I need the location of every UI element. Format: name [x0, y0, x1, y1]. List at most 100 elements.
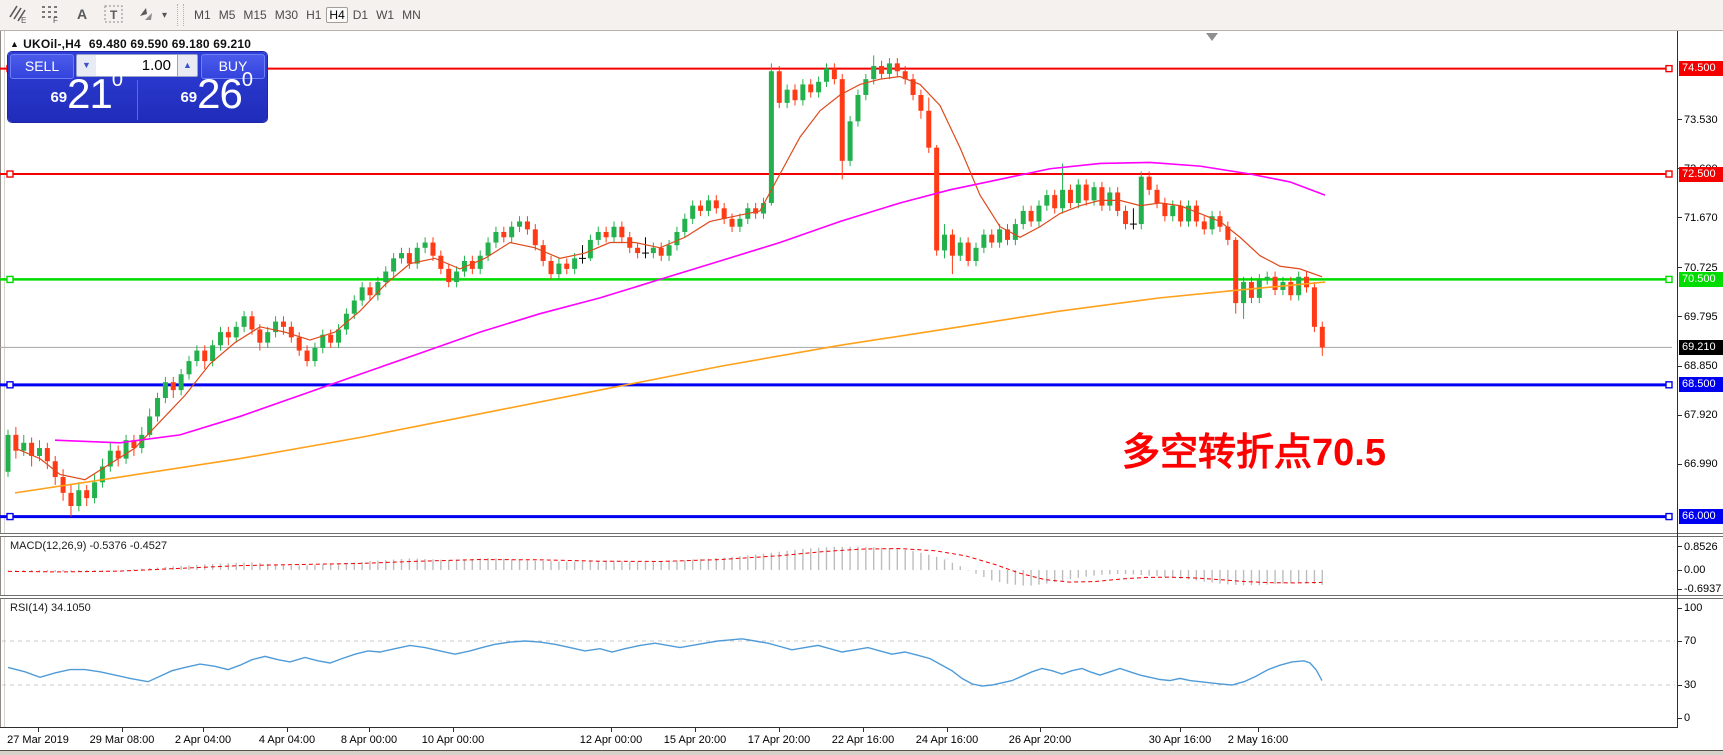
ma-mid-magenta	[54, 161, 1326, 444]
svg-text:T: T	[110, 8, 118, 22]
grid-f-icon[interactable]: F	[36, 2, 64, 26]
text-label-icon[interactable]: A	[68, 2, 96, 26]
volume-input[interactable]: 1.00	[96, 54, 177, 77]
date-tick-mark	[369, 728, 370, 732]
date-tick-mark	[779, 728, 780, 732]
price-badge: 66.000	[1679, 509, 1723, 525]
date-label: 4 Apr 04:00	[258, 734, 316, 746]
macd-label: MACD(12,26,9) -0.5376 -0.4527	[10, 540, 168, 552]
axis-tick-mark	[1677, 607, 1682, 609]
rsi-line	[7, 638, 1323, 687]
scroll-to-end-marker[interactable]	[1206, 33, 1218, 41]
buy-price-major: 69	[180, 89, 198, 106]
date-axis-border	[0, 727, 1678, 728]
window-left-frame	[0, 31, 1, 755]
rsi-axis-label: 0	[1684, 712, 1691, 724]
date-tick-mark	[287, 728, 288, 732]
date-label: 2 Apr 04:00	[174, 734, 232, 746]
date-axis[interactable]: 27 Mar 2019 29 Mar 08:00 2 Apr 04:00 4 Apr …	[0, 727, 1723, 750]
sell-price-pips: 21	[67, 70, 113, 117]
date-label: 17 Apr 20:00	[747, 734, 811, 746]
buy-price-area[interactable]: 69260	[138, 69, 267, 122]
timeframe-button-M15[interactable]: M15	[243, 8, 267, 22]
date-label: 29 Mar 08:00	[89, 734, 155, 746]
timeframe-button-D1[interactable]: D1	[352, 8, 369, 22]
date-label: 22 Apr 16:00	[831, 734, 895, 746]
pane-splitter-rsi[interactable]	[0, 595, 1723, 599]
title-ohlc-values: 69.480 69.590 69.180 69.210	[88, 37, 252, 51]
buy-price-pips: 26	[197, 70, 243, 117]
price-tick-label: 73.530	[1684, 113, 1718, 126]
rsi-pane	[2, 638, 1675, 687]
window-left-frame-inner	[4, 31, 5, 727]
date-label: 10 Apr 00:00	[421, 734, 485, 746]
date-tick-mark	[122, 728, 123, 732]
macd-signal-line	[7, 548, 1323, 584]
sell-price-area[interactable]: 69210	[8, 69, 137, 122]
svg-text:A: A	[77, 6, 87, 22]
timeframe-button-H4[interactable]: H4	[326, 7, 348, 23]
date-tick-mark	[611, 728, 612, 732]
timeframe-button-M1[interactable]: M1	[194, 8, 211, 22]
timeframe-button-M5[interactable]: M5	[218, 8, 236, 22]
toolbar-separator	[177, 4, 185, 26]
macd-pane	[7, 546, 1323, 586]
sell-button[interactable]: SELL	[10, 54, 74, 79]
timeframe-button-MN[interactable]: MN	[402, 8, 421, 22]
timeframe-button-W1[interactable]: W1	[376, 8, 395, 22]
axis-tick-mark	[1677, 267, 1682, 269]
price-tick-label: 69.795	[1684, 310, 1718, 323]
pane-splitter-macd[interactable]	[0, 533, 1723, 537]
timeframe-button-M30[interactable]: M30	[274, 8, 299, 22]
timeframe-button-H1[interactable]: H1	[306, 8, 322, 22]
axis-tick-mark	[1677, 640, 1682, 642]
hatch-e-icon[interactable]: E	[4, 2, 32, 26]
axis-tick-mark	[1677, 316, 1682, 318]
macd-axis-label: -0.6937	[1684, 583, 1722, 596]
axis-tick-mark	[1677, 119, 1682, 121]
candles-layer	[5, 55, 1325, 517]
date-label: 27 Mar 2019	[7, 734, 69, 746]
sell-price-major: 69	[50, 89, 68, 106]
date-tick-mark	[1180, 728, 1181, 732]
price-tick-label: 67.920	[1684, 409, 1718, 422]
textbox-icon[interactable]: T	[100, 2, 128, 26]
rsi-axis-label: 100	[1684, 602, 1703, 614]
date-tick-mark	[1258, 728, 1259, 732]
ma-slow-orange	[14, 281, 1326, 494]
symbol-marker-icon: ▲	[10, 39, 20, 49]
date-label: 24 Apr 16:00	[915, 734, 979, 746]
arrows-tool-icon[interactable]	[132, 2, 160, 26]
bottom-strip	[0, 750, 1723, 755]
price-badge: 72.500	[1679, 166, 1723, 182]
axis-tick-mark	[1677, 414, 1682, 416]
price-badge: 69.210	[1679, 339, 1723, 355]
price-badge: 70.500	[1679, 271, 1723, 287]
moving-averages-layer	[14, 75, 1326, 494]
axis-tick-mark	[1677, 463, 1682, 465]
symbol-timeframe-label: UKOil-,H4	[23, 37, 81, 51]
price-badge: 68.500	[1679, 377, 1723, 393]
axis-tick-mark	[1677, 588, 1682, 590]
date-tick-mark	[695, 728, 696, 732]
date-tick-mark	[453, 728, 454, 732]
macd-histogram	[7, 546, 1323, 586]
date-tick-mark	[203, 728, 204, 732]
arrows-dropdown-caret-icon[interactable]: ▾	[162, 9, 168, 21]
price-tick-label: 68.850	[1684, 360, 1718, 373]
rsi-axis-label: 30	[1684, 679, 1697, 691]
buy-button[interactable]: BUY	[201, 54, 265, 79]
volume-increase-button[interactable]: ▲	[177, 54, 198, 77]
date-label: 15 Apr 20:00	[663, 734, 727, 746]
chart-window: ▲ UKOil-,H4 69.480 69.590 69.180 69.210 SE…	[0, 30, 1723, 755]
rsi-label: RSI(14) 34.1050	[10, 602, 91, 614]
axis-tick-mark	[1677, 569, 1682, 571]
macd-axis-label: 0.8526	[1684, 540, 1718, 553]
date-label: 12 Apr 00:00	[579, 734, 643, 746]
date-label: 8 Apr 00:00	[340, 734, 398, 746]
rsi-axis-label: 70	[1684, 635, 1697, 647]
chart-title: ▲ UKOil-,H4 69.480 69.590 69.180 69.210	[10, 37, 251, 51]
trade-panel-top-row: SELL ▼ 1.00 ▲ BUY	[8, 52, 267, 79]
annotation-text: 多空转折点70.5	[1122, 432, 1386, 474]
